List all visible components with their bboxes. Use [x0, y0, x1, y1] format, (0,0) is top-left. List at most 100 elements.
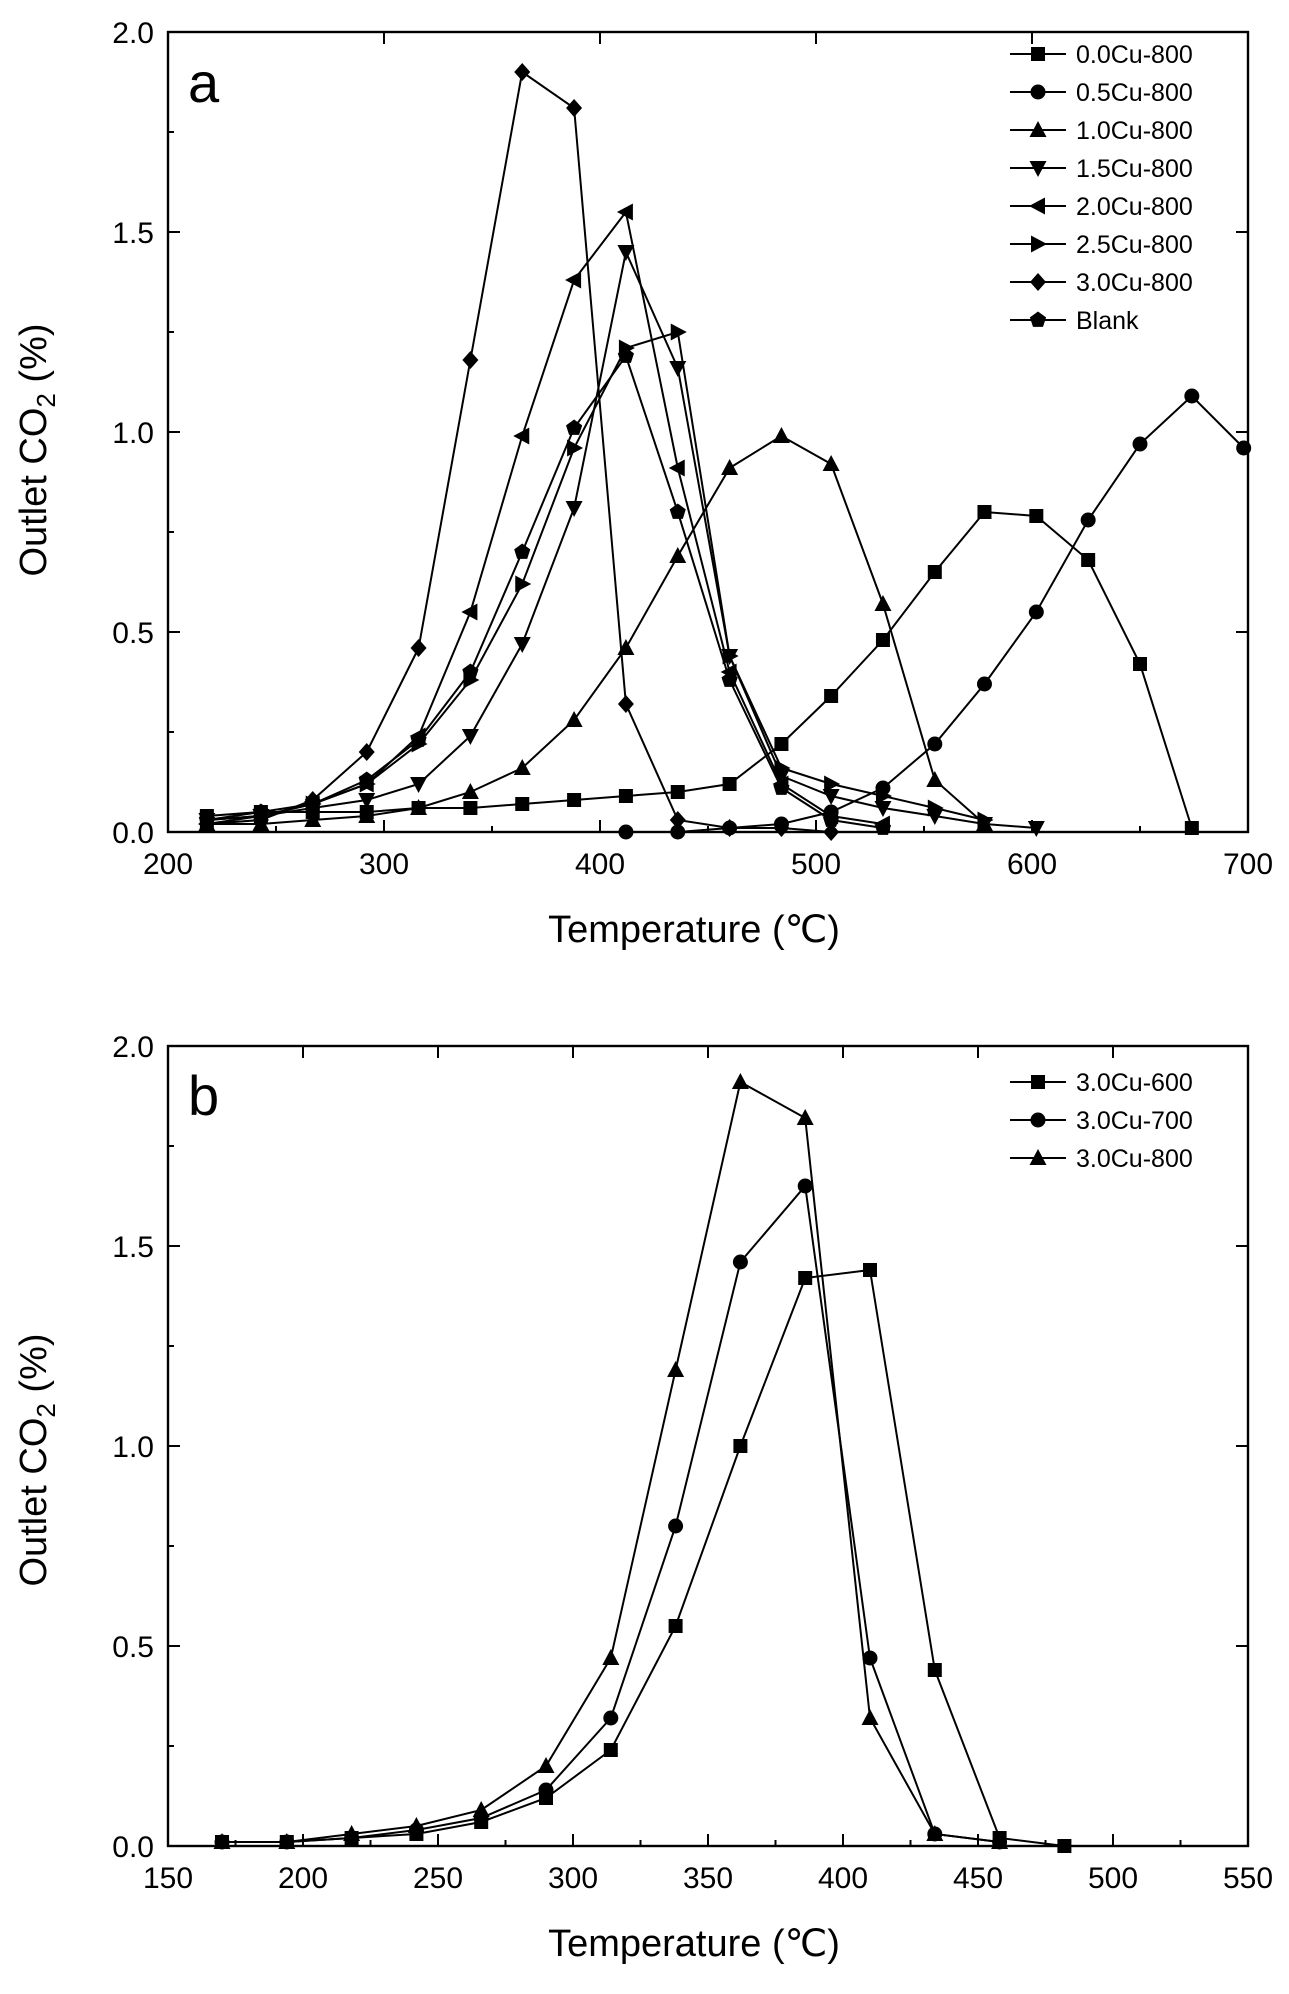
panel-a-data-point-2-5cu-800	[670, 323, 687, 341]
panel-a-data-point-1-5cu-800	[874, 801, 892, 817]
panel-b-y-tick-label: 1.0	[112, 1431, 154, 1464]
panel-a-legend-marker	[1029, 197, 1045, 215]
panel-a-data-point-3-0cu-800	[823, 823, 840, 841]
panel-a-data-point-2-5cu-800	[977, 811, 994, 829]
panel-a-data-point-0-0cu-800	[875, 633, 890, 647]
panel-b-y-label-main: Outlet CO	[13, 1418, 55, 1587]
panel-b-legend-label: 3.0Cu-700	[1076, 1107, 1193, 1135]
panel-b-legend-entry-3-0cu-700: 3.0Cu-700	[1010, 1107, 1193, 1135]
panel-a-series-line-0-0cu-800	[206, 510, 1193, 829]
panel-a-data-point-2-0cu-800	[616, 203, 633, 221]
panel-a-legend-marker	[1029, 311, 1047, 327]
panel-a-data-point-0-0cu-800	[927, 565, 942, 579]
panel-a-legend-label: 2.5Cu-800	[1076, 231, 1193, 259]
panel-b-y-tick-label: 0.0	[112, 1831, 154, 1864]
panel-a-legend-label: Blank	[1076, 307, 1139, 335]
panel-b-data-point-3-0cu-600	[863, 1263, 877, 1277]
panel-a-data-point-2-5cu-800	[927, 799, 944, 817]
panel-b-x-tick-label: 450	[953, 1862, 1003, 1895]
panel-a-legend-label: 1.0Cu-800	[1076, 117, 1193, 145]
panel-a-legend-label: 1.5Cu-800	[1076, 155, 1193, 183]
panel-b-x-tick-label: 500	[1088, 1862, 1138, 1895]
panel-b-data-point-3-0cu-600	[603, 1743, 618, 1757]
panel-a-data-point-0-0cu-800	[1029, 509, 1044, 523]
panel-a-series-blank	[198, 347, 891, 835]
panel-a-data-point-0-5cu-800	[1132, 436, 1148, 452]
panel-b-data-point-3-0cu-800	[278, 1833, 296, 1849]
panel-a-data-point-blank	[304, 795, 321, 811]
panel-a-legend-marker	[1031, 235, 1047, 253]
panel-b-y-tick-label: 1.5	[112, 1231, 154, 1264]
panel-a-legend-marker	[1031, 47, 1045, 61]
panel-a-data-point-2-0cu-800	[513, 427, 530, 445]
panel-b-legend-label: 3.0Cu-600	[1076, 1069, 1193, 1097]
panel-a-y-label-tail: (%)	[13, 323, 55, 393]
panel-a-x-tick-label: 200	[143, 848, 193, 881]
panel-b-legend-entry-3-0cu-800: 3.0Cu-800	[1010, 1145, 1193, 1173]
panel-a-data-point-blank	[566, 419, 583, 435]
panel-a-legend-entry-1-5cu-800: 1.5Cu-800	[1010, 155, 1193, 183]
panel-b-series-3-0cu-800	[213, 1073, 1009, 1849]
panel-a-data-point-2-5cu-800	[722, 647, 739, 665]
panel-a-y-tick-label: 0.5	[112, 617, 154, 650]
panel-a-data-point-1-5cu-800	[565, 501, 583, 517]
panel-a-data-point-0-5cu-800	[1184, 388, 1200, 404]
panel-a-x-tick-label: 400	[575, 848, 625, 881]
panel-a-legend-label: 2.0Cu-800	[1076, 193, 1193, 221]
panel-b-data-point-3-0cu-600	[798, 1271, 813, 1285]
panel-a-legend-entry-blank: Blank	[1010, 307, 1139, 335]
panel-a-data-point-1-5cu-800	[669, 361, 687, 377]
panel-a-data-point-2-0cu-800	[461, 603, 478, 621]
panel-b-x-tick-label: 150	[143, 1862, 193, 1895]
panel-a-data-point-3-0cu-800	[669, 811, 686, 829]
panel-a-data-point-blank	[358, 771, 375, 787]
panel-a-data-point-2-0cu-800	[668, 459, 685, 477]
panel-a-data-point-0-5cu-800	[670, 824, 686, 840]
panel-a-data-point-2-5cu-800	[824, 775, 841, 793]
panel-a-data-point-0-5cu-800	[1080, 512, 1096, 528]
panel-b-data-point-3-0cu-700	[603, 1710, 619, 1726]
panel-a-data-point-1-5cu-800	[1027, 821, 1045, 837]
panel-a-data-point-1-0cu-800	[513, 759, 531, 775]
panel-b-data-point-3-0cu-800	[991, 1833, 1009, 1849]
panel-b-x-tick-label: 400	[818, 1862, 868, 1895]
panel-a-y-tick-label: 1.5	[112, 217, 154, 250]
panel-a-data-point-blank	[721, 671, 738, 687]
panel-a-y-tick-label: 0.0	[112, 817, 154, 850]
panel-b-x-tick-label: 250	[413, 1862, 463, 1895]
panel-b-data-point-3-0cu-800	[861, 1709, 879, 1725]
panel-b-data-point-3-0cu-700	[732, 1254, 748, 1270]
panel-a-data-point-3-0cu-800	[462, 351, 479, 369]
panel-a-legend-marker	[1029, 121, 1047, 137]
panel-a-data-point-0-0cu-800	[1081, 553, 1096, 567]
panel-a-y-tick-label: 1.0	[112, 417, 154, 450]
panel-a-legend-marker	[1030, 84, 1046, 100]
panel-a-x-tick-label: 600	[1007, 848, 1057, 881]
panel-b-data-point-3-0cu-800	[213, 1833, 231, 1849]
panel-a-data-point-blank	[773, 779, 790, 795]
panel-a-legend-entry-3-0cu-800: 3.0Cu-800	[1010, 269, 1193, 297]
panel-a-data-point-1-0cu-800	[410, 799, 428, 815]
panel-b-data-point-3-0cu-800	[926, 1825, 944, 1841]
panel-a-data-point-0-0cu-800	[567, 793, 582, 807]
panel-a-data-point-1-5cu-800	[513, 637, 531, 653]
panel-a-x-tick-label: 700	[1223, 848, 1273, 881]
panel-a-data-point-0-0cu-800	[1184, 821, 1199, 835]
panel-b-x-tick-label: 200	[278, 1862, 328, 1895]
panel-a-series-line-blank	[206, 353, 884, 829]
panel-a-data-point-1-0cu-800	[926, 771, 944, 787]
panel-b-legend-entry-3-0cu-600: 3.0Cu-600	[1010, 1069, 1193, 1097]
panel-b-data-point-3-0cu-800	[472, 1801, 490, 1817]
panel-a-x-tick-label: 500	[791, 848, 841, 881]
panel-a-data-point-0-0cu-800	[824, 689, 839, 703]
panel-a-legend-entry-0-5cu-800: 0.5Cu-800	[1010, 79, 1193, 107]
panel-a-data-point-3-0cu-800	[358, 743, 375, 761]
panel-b-data-point-3-0cu-800	[667, 1361, 685, 1377]
panel-a-data-point-0-0cu-800	[774, 737, 789, 751]
panel-a-data-point-3-0cu-800	[566, 99, 583, 117]
panel-a-data-point-0-0cu-800	[977, 505, 992, 519]
panel-a-data-point-0-5cu-800	[618, 824, 634, 840]
panel-a-data-point-blank	[669, 503, 686, 519]
panel-b-y-tick-label: 2.0	[112, 1031, 154, 1064]
